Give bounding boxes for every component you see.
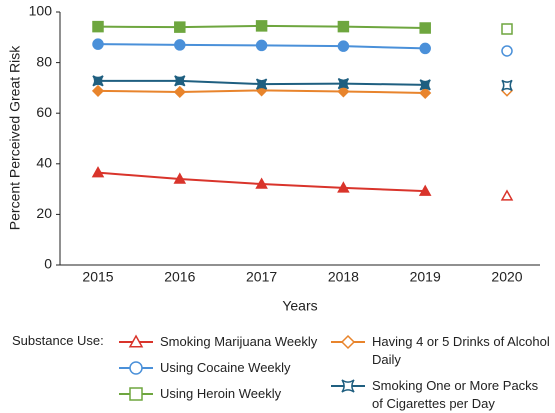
x-tick-label: 2015 xyxy=(82,269,113,285)
legend-swatch xyxy=(331,334,365,350)
y-tick-label: 0 xyxy=(44,256,52,272)
marker xyxy=(337,40,350,52)
marker xyxy=(174,21,186,33)
marker xyxy=(129,387,143,401)
x-tick-label: 2019 xyxy=(410,269,441,285)
legend-item: Having 4 or 5 Drinks of Alcohol Daily xyxy=(330,333,552,369)
y-tick-label: 60 xyxy=(36,104,52,120)
legend-swatch xyxy=(119,334,153,348)
marker xyxy=(501,79,513,92)
marker xyxy=(337,85,350,98)
marker xyxy=(418,184,432,196)
marker xyxy=(92,75,104,87)
legend-label: Smoking One or More Packs of Cigarettes … xyxy=(372,378,539,411)
marker xyxy=(501,23,513,35)
y-tick-label: 40 xyxy=(36,155,52,171)
marker xyxy=(337,77,350,90)
y-tick-label: 80 xyxy=(36,53,52,69)
legend-swatch xyxy=(331,379,365,393)
marker xyxy=(128,334,144,348)
marker xyxy=(341,379,355,393)
legend-item: Smoking Marijuana Weekly xyxy=(118,333,340,351)
legend-item: Using Heroin Weekly xyxy=(118,385,340,403)
x-tick-label: 2017 xyxy=(246,269,277,285)
legend-label: Using Heroin Weekly xyxy=(160,386,282,401)
marker xyxy=(337,20,350,33)
marker xyxy=(255,78,268,90)
legend: Substance Use: Smoking Marijuana Weekly U… xyxy=(0,330,555,412)
marker xyxy=(500,189,514,201)
x-tick-label: 2018 xyxy=(328,269,359,285)
legend-label: Using Cocaine Weekly xyxy=(160,360,291,375)
marker xyxy=(255,20,268,32)
y-axis-label: Percent Perceived Great Risk xyxy=(7,45,23,230)
marker xyxy=(92,38,104,50)
legend-label: Smoking Marijuana Weekly xyxy=(160,334,318,349)
marker xyxy=(174,75,186,87)
legend-item: Smoking One or More Packs of Cigarettes … xyxy=(330,377,552,413)
legend-title: Substance Use: xyxy=(12,333,104,348)
x-axis-label: Years xyxy=(282,298,317,314)
legend-label: Having 4 or 5 Drinks of Alcohol Daily xyxy=(372,334,550,367)
y-tick-label: 100 xyxy=(29,3,53,19)
x-tick-label: 2016 xyxy=(164,269,195,285)
marker xyxy=(419,79,431,91)
marker xyxy=(419,22,431,34)
marker xyxy=(340,334,356,350)
marker xyxy=(419,86,432,100)
marker xyxy=(174,39,186,51)
legend-swatch xyxy=(119,387,153,401)
marker xyxy=(501,45,513,57)
marker xyxy=(337,181,350,193)
marker xyxy=(129,361,143,375)
marker xyxy=(91,166,105,178)
x-tick-label: 2020 xyxy=(491,269,522,285)
marker xyxy=(173,172,187,184)
marker xyxy=(255,39,268,52)
chart: Percent Perceived Great Risk Years 0 20 40… xyxy=(7,3,540,314)
marker xyxy=(92,20,104,33)
marker xyxy=(255,177,268,189)
legend-item: Using Cocaine Weekly xyxy=(118,359,340,377)
legend-swatch xyxy=(119,361,153,375)
marker xyxy=(91,84,105,97)
marker xyxy=(173,85,186,99)
y-tick-label: 20 xyxy=(36,205,52,221)
marker xyxy=(419,42,431,55)
